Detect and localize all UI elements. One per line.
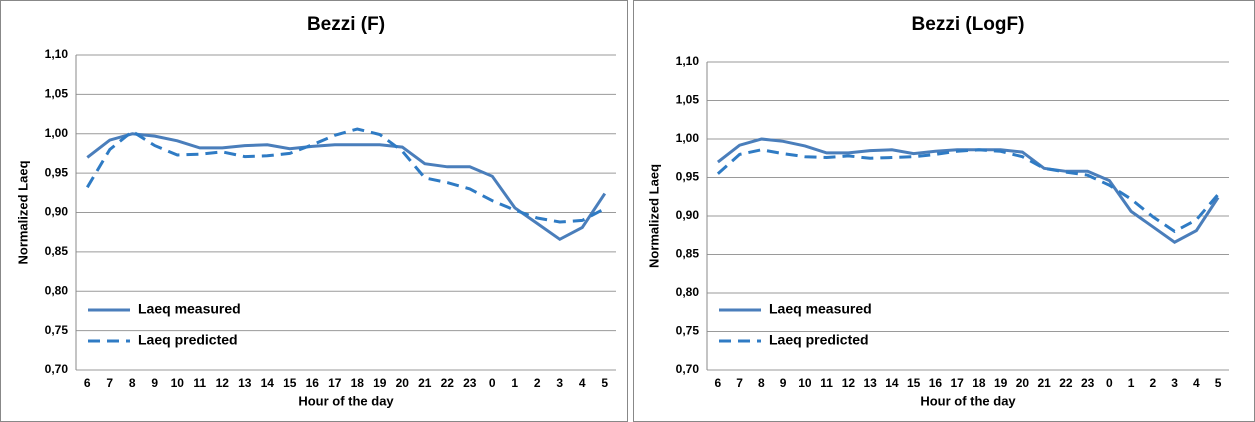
data-line — [86, 127, 606, 224]
y-tick-label: 1,05 — [676, 93, 700, 107]
y-tick-label: 0,75 — [676, 324, 700, 338]
x-tick-label: 6 — [84, 376, 91, 390]
y-tick-label: 1,00 — [45, 126, 69, 140]
legend-label: Laeq predicted — [769, 332, 869, 348]
x-tick-label: 10 — [798, 376, 812, 390]
x-tick-label: 15 — [907, 376, 921, 390]
x-tick-label: 1 — [1128, 376, 1135, 390]
y-tick-label: 1,05 — [45, 87, 69, 101]
x-tick-label: 11 — [820, 376, 833, 390]
y-tick-label: 0,85 — [676, 247, 700, 261]
x-tick-label: 7 — [736, 376, 743, 390]
y-tick-label: 0,85 — [45, 244, 69, 258]
x-tick-label: 9 — [780, 376, 787, 390]
legend-label: Laeq predicted — [138, 332, 238, 348]
chart-panel: Bezzi (LogF) 0,70 0,75 0,80 0,85 0,90 0,95 1,00… — [633, 0, 1255, 422]
x-tick-label: 8 — [129, 376, 136, 390]
x-tick-label: 6 — [715, 376, 722, 390]
panel-border — [0, 0, 628, 422]
y-tick-label: 1,00 — [676, 131, 700, 145]
y-axis-title: Normalized Laeq — [15, 160, 30, 264]
x-tick-label: 4 — [1193, 376, 1200, 390]
x-tick-label: 17 — [328, 376, 342, 390]
x-tick-label: 7 — [106, 376, 113, 390]
x-tick-label: 13 — [863, 376, 877, 390]
y-tick-label: 0,90 — [45, 205, 69, 219]
x-tick-label: 16 — [929, 376, 943, 390]
x-tick-label: 12 — [216, 376, 230, 390]
x-tick-label: 18 — [972, 376, 986, 390]
data-line — [716, 137, 1220, 244]
x-tick-label: 4 — [579, 376, 586, 390]
data-line — [716, 148, 1220, 234]
y-tick-label: 1,10 — [45, 47, 69, 61]
y-tick-label: 0,95 — [676, 170, 700, 184]
x-tick-label: 5 — [601, 376, 608, 390]
x-tick-label: 19 — [994, 376, 1008, 390]
y-axis-title: Normalized Laeq — [646, 164, 661, 268]
y-tick-label: 0,75 — [45, 323, 69, 337]
x-tick-label: 12 — [842, 376, 856, 390]
x-tick-label: 23 — [1081, 376, 1095, 390]
x-tick-label: 23 — [463, 376, 477, 390]
x-tick-label: 0 — [1106, 376, 1113, 390]
x-tick-label: 20 — [396, 376, 410, 390]
chart-title: Bezzi (F) — [307, 14, 385, 35]
x-tick-label: 2 — [534, 376, 541, 390]
y-tick-label: 0,90 — [676, 208, 700, 222]
legend-label: Laeq measured — [138, 301, 241, 317]
x-tick-label: 0 — [489, 376, 496, 390]
x-tick-label: 11 — [193, 376, 206, 390]
y-tick-label: 1,10 — [676, 54, 700, 68]
x-tick-label: 21 — [418, 376, 432, 390]
x-axis-title: Hour of the day — [298, 393, 394, 408]
y-tick-label: 0,80 — [676, 285, 700, 299]
y-tick-label: 0,80 — [45, 283, 69, 297]
x-tick-label: 22 — [441, 376, 455, 390]
x-tick-label: 22 — [1059, 376, 1073, 390]
x-tick-label: 8 — [758, 376, 765, 390]
y-tick-label: 0,70 — [45, 362, 69, 376]
x-tick-label: 3 — [556, 376, 563, 390]
x-tick-label: 1 — [511, 376, 518, 390]
x-axis-title: Hour of the day — [920, 393, 1016, 408]
x-tick-label: 17 — [950, 376, 964, 390]
x-tick-label: 2 — [1150, 376, 1157, 390]
x-tick-label: 18 — [351, 376, 365, 390]
x-tick-label: 21 — [1037, 376, 1051, 390]
x-tick-label: 10 — [171, 376, 185, 390]
chart-title: Bezzi (LogF) — [912, 14, 1025, 35]
legend-label: Laeq measured — [769, 301, 872, 317]
x-tick-label: 14 — [261, 376, 275, 390]
x-tick-label: 9 — [151, 376, 158, 390]
x-tick-label: 5 — [1215, 376, 1222, 390]
x-tick-label: 13 — [238, 376, 252, 390]
x-tick-label: 16 — [306, 376, 320, 390]
y-tick-label: 0,95 — [45, 165, 69, 179]
x-tick-label: 15 — [283, 376, 297, 390]
x-tick-label: 14 — [885, 376, 899, 390]
x-tick-label: 19 — [373, 376, 387, 390]
chart-panel: Bezzi (F) 0,70 0,75 0,80 0,85 0,90 0,95 1,00 1,0… — [0, 0, 628, 422]
x-tick-label: 3 — [1171, 376, 1178, 390]
x-tick-label: 20 — [1016, 376, 1030, 390]
panel-border — [633, 0, 1255, 422]
y-tick-label: 0,70 — [676, 362, 700, 376]
